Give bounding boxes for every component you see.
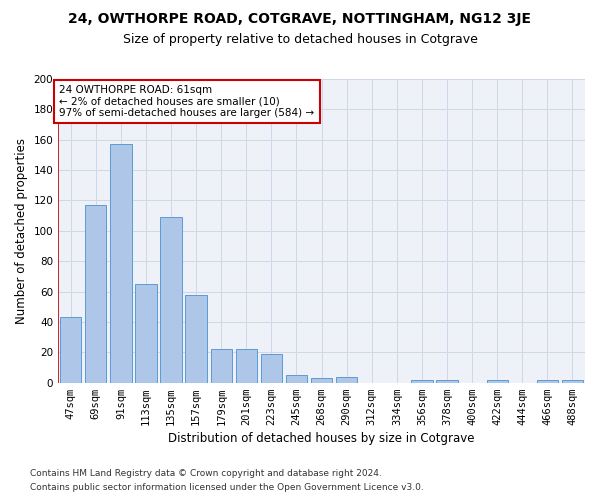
Bar: [286, 375, 307, 382]
X-axis label: Distribution of detached houses by size in Cotgrave: Distribution of detached houses by size …: [169, 432, 475, 445]
Bar: [185, 294, 207, 382]
Bar: [236, 350, 257, 382]
Bar: [211, 350, 232, 382]
Bar: [336, 376, 358, 382]
Text: Contains public sector information licensed under the Open Government Licence v3: Contains public sector information licen…: [30, 484, 424, 492]
Bar: [85, 205, 106, 382]
Y-axis label: Number of detached properties: Number of detached properties: [15, 138, 28, 324]
Bar: [436, 380, 458, 382]
Bar: [537, 380, 558, 382]
Bar: [160, 217, 182, 382]
Text: 24 OWTHORPE ROAD: 61sqm
← 2% of detached houses are smaller (10)
97% of semi-det: 24 OWTHORPE ROAD: 61sqm ← 2% of detached…: [59, 85, 314, 118]
Bar: [311, 378, 332, 382]
Text: 24, OWTHORPE ROAD, COTGRAVE, NOTTINGHAM, NG12 3JE: 24, OWTHORPE ROAD, COTGRAVE, NOTTINGHAM,…: [68, 12, 532, 26]
Bar: [136, 284, 157, 382]
Bar: [411, 380, 433, 382]
Text: Size of property relative to detached houses in Cotgrave: Size of property relative to detached ho…: [122, 32, 478, 46]
Bar: [487, 380, 508, 382]
Bar: [60, 318, 82, 382]
Bar: [261, 354, 282, 382]
Bar: [562, 380, 583, 382]
Bar: [110, 144, 131, 382]
Text: Contains HM Land Registry data © Crown copyright and database right 2024.: Contains HM Land Registry data © Crown c…: [30, 468, 382, 477]
